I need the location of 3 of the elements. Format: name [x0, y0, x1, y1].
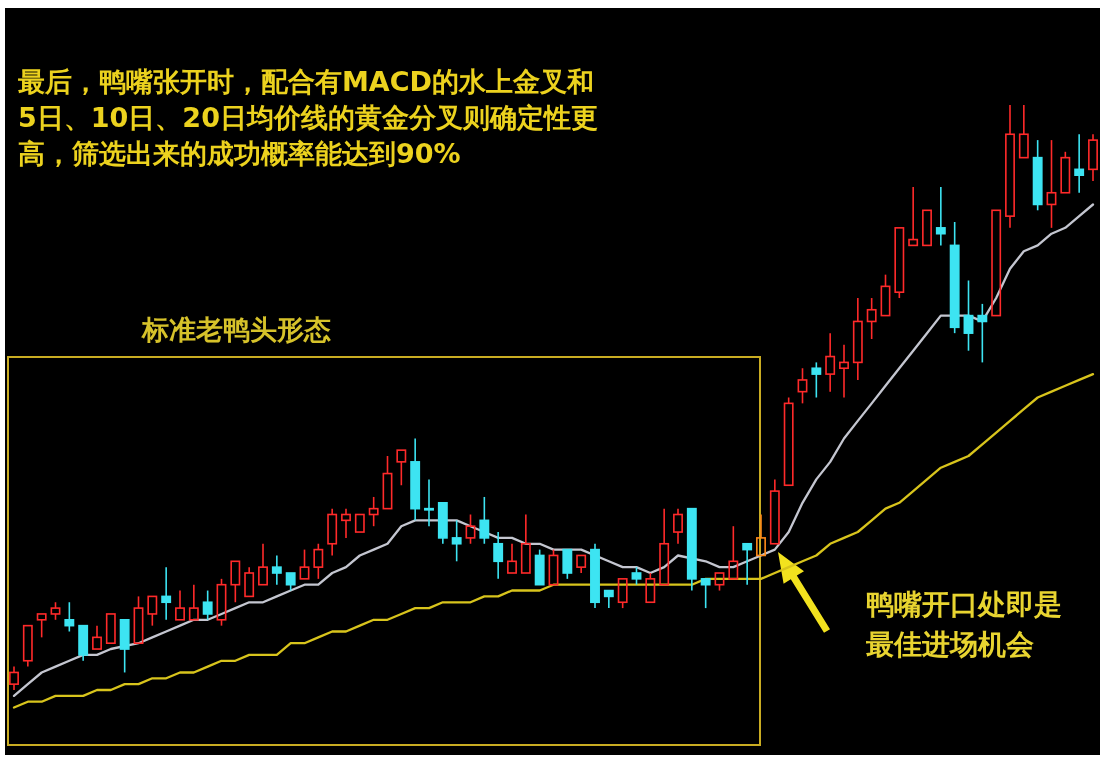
annotation: 鸭嘴开口处即是最佳进场机会: [866, 587, 1063, 663]
annotation: 最后，鸭嘴张开时，配合有MACD的水上金叉和5日、10日、20日均价线的黄金分叉则确定性更高，筛选出来的成功概率能达到90%: [18, 65, 599, 171]
annotation: 标准老鸭头形态: [142, 313, 332, 347]
